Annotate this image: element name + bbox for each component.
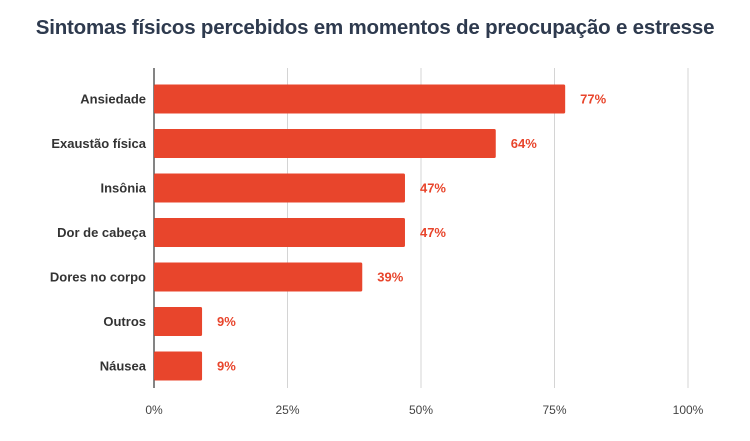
category-label: Ansiedade — [80, 92, 146, 107]
value-label: 64% — [511, 136, 537, 151]
x-tick-label: 75% — [542, 403, 566, 417]
bar-dores-no-corpo — [154, 262, 363, 292]
bar-insonia — [154, 173, 405, 203]
value-label: 9% — [217, 314, 236, 329]
category-label: Náusea — [100, 359, 147, 374]
bar-nausea — [154, 351, 203, 381]
x-tick-label: 100% — [673, 403, 704, 417]
bar-exaustao-fisica — [154, 129, 496, 158]
value-labels: 77% 64% 47% 47% 39% 9% 9% — [217, 92, 607, 374]
bar-dor-de-cabeca — [154, 218, 405, 247]
bars — [154, 84, 566, 381]
value-label: 9% — [217, 359, 236, 374]
x-axis-ticks: 0% 25% 50% 75% 100% — [145, 403, 703, 417]
chart-title: Sintomas físicos percebidos em momentos … — [35, 16, 715, 39]
x-tick-label: 0% — [145, 403, 163, 417]
category-label: Insônia — [100, 181, 146, 196]
category-labels: Ansiedade Exaustão física Insônia Dor de ca… — [50, 92, 147, 374]
bar-outros — [154, 307, 203, 336]
category-label: Dor de cabeça — [57, 225, 147, 240]
category-label: Outros — [103, 314, 146, 329]
category-label: Exaustão física — [51, 136, 146, 151]
value-label: 77% — [580, 92, 606, 107]
value-label: 47% — [420, 181, 446, 196]
bar-ansiedade — [154, 84, 566, 114]
value-label: 39% — [377, 270, 403, 285]
x-tick-label: 25% — [275, 403, 299, 417]
x-tick-label: 50% — [409, 403, 433, 417]
value-label: 47% — [420, 225, 446, 240]
category-label: Dores no corpo — [50, 270, 146, 285]
